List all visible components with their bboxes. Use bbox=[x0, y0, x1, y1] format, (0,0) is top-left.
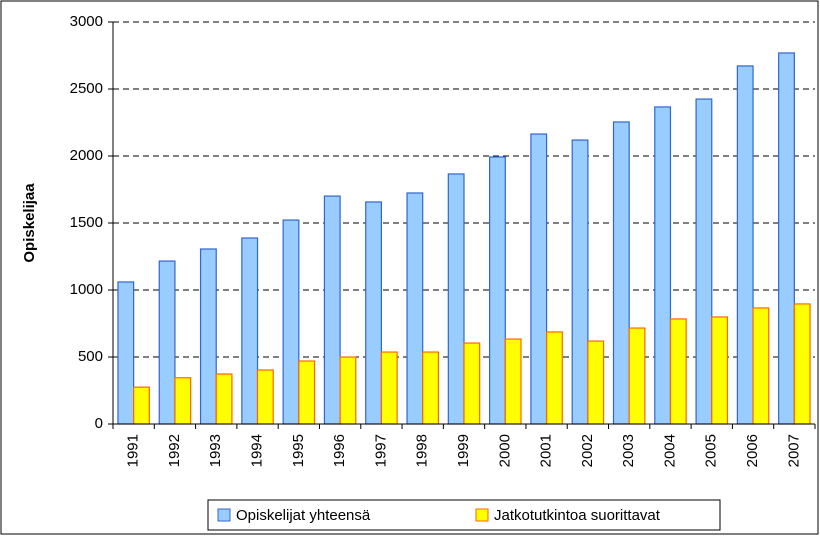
bar bbox=[530, 133, 548, 425]
x-tick-label: 2003 bbox=[620, 434, 637, 467]
x-tick-label: 1996 bbox=[331, 434, 348, 467]
bar bbox=[504, 338, 522, 425]
bar bbox=[778, 52, 795, 425]
x-tick-label: 1999 bbox=[455, 434, 472, 467]
bar bbox=[282, 219, 300, 425]
y-tick-label: 1000 bbox=[70, 281, 103, 298]
bar bbox=[117, 281, 135, 425]
bar bbox=[736, 65, 754, 425]
y-tick-label: 3000 bbox=[70, 13, 103, 30]
bar bbox=[406, 192, 424, 425]
legend-box bbox=[207, 499, 721, 531]
bar bbox=[711, 316, 729, 425]
y-tick-label: 1500 bbox=[70, 214, 103, 231]
bar bbox=[298, 360, 316, 425]
bar bbox=[752, 307, 770, 425]
x-tick-label: 1993 bbox=[207, 434, 224, 467]
bar bbox=[793, 303, 811, 425]
x-tick-label: 2006 bbox=[744, 434, 761, 467]
legend-label: Opiskelijat yhteensä bbox=[236, 507, 371, 524]
x-tick-label: 1991 bbox=[125, 434, 142, 467]
legend-swatch bbox=[217, 508, 231, 522]
y-axis-label: Opiskelijaa bbox=[21, 183, 38, 263]
x-tick-label: 2007 bbox=[785, 434, 802, 467]
x-tick-label: 1994 bbox=[248, 434, 265, 467]
x-tick-label: 1997 bbox=[372, 434, 389, 467]
bar bbox=[422, 351, 439, 425]
x-tick-label: 2002 bbox=[579, 434, 596, 467]
bar bbox=[612, 121, 630, 425]
bar bbox=[323, 195, 341, 425]
bar bbox=[215, 373, 233, 425]
bar bbox=[489, 156, 506, 425]
x-tick-label: 1998 bbox=[414, 434, 431, 467]
bar bbox=[133, 386, 150, 425]
x-tick-label: 2005 bbox=[703, 434, 720, 467]
x-tick-label: 2004 bbox=[661, 434, 678, 467]
bar bbox=[695, 98, 713, 425]
bar bbox=[669, 318, 687, 425]
bar bbox=[365, 201, 383, 425]
bar bbox=[463, 342, 481, 425]
bar bbox=[587, 340, 605, 425]
bar bbox=[199, 248, 217, 425]
bar bbox=[654, 106, 672, 425]
bar bbox=[339, 356, 357, 425]
x-tick-label: 1995 bbox=[290, 434, 307, 467]
legend-swatch bbox=[475, 508, 489, 522]
x-tick-label: 2000 bbox=[496, 434, 513, 467]
legend-label: Jatkotutkintoa suorittavat bbox=[494, 507, 661, 524]
bar bbox=[256, 369, 274, 425]
y-tick-label: 2000 bbox=[70, 147, 103, 164]
bar bbox=[447, 173, 465, 425]
bar bbox=[571, 139, 589, 425]
x-tick-label: 2001 bbox=[538, 434, 555, 467]
y-tick-label: 500 bbox=[78, 348, 103, 365]
bar bbox=[158, 260, 176, 425]
bar bbox=[241, 237, 259, 425]
bar bbox=[545, 331, 563, 425]
y-tick-label: 0 bbox=[95, 415, 103, 432]
y-tick-label: 2500 bbox=[70, 80, 103, 97]
bar bbox=[174, 377, 192, 425]
bar bbox=[380, 351, 398, 425]
x-tick-label: 1992 bbox=[166, 434, 183, 467]
bar bbox=[628, 327, 646, 425]
